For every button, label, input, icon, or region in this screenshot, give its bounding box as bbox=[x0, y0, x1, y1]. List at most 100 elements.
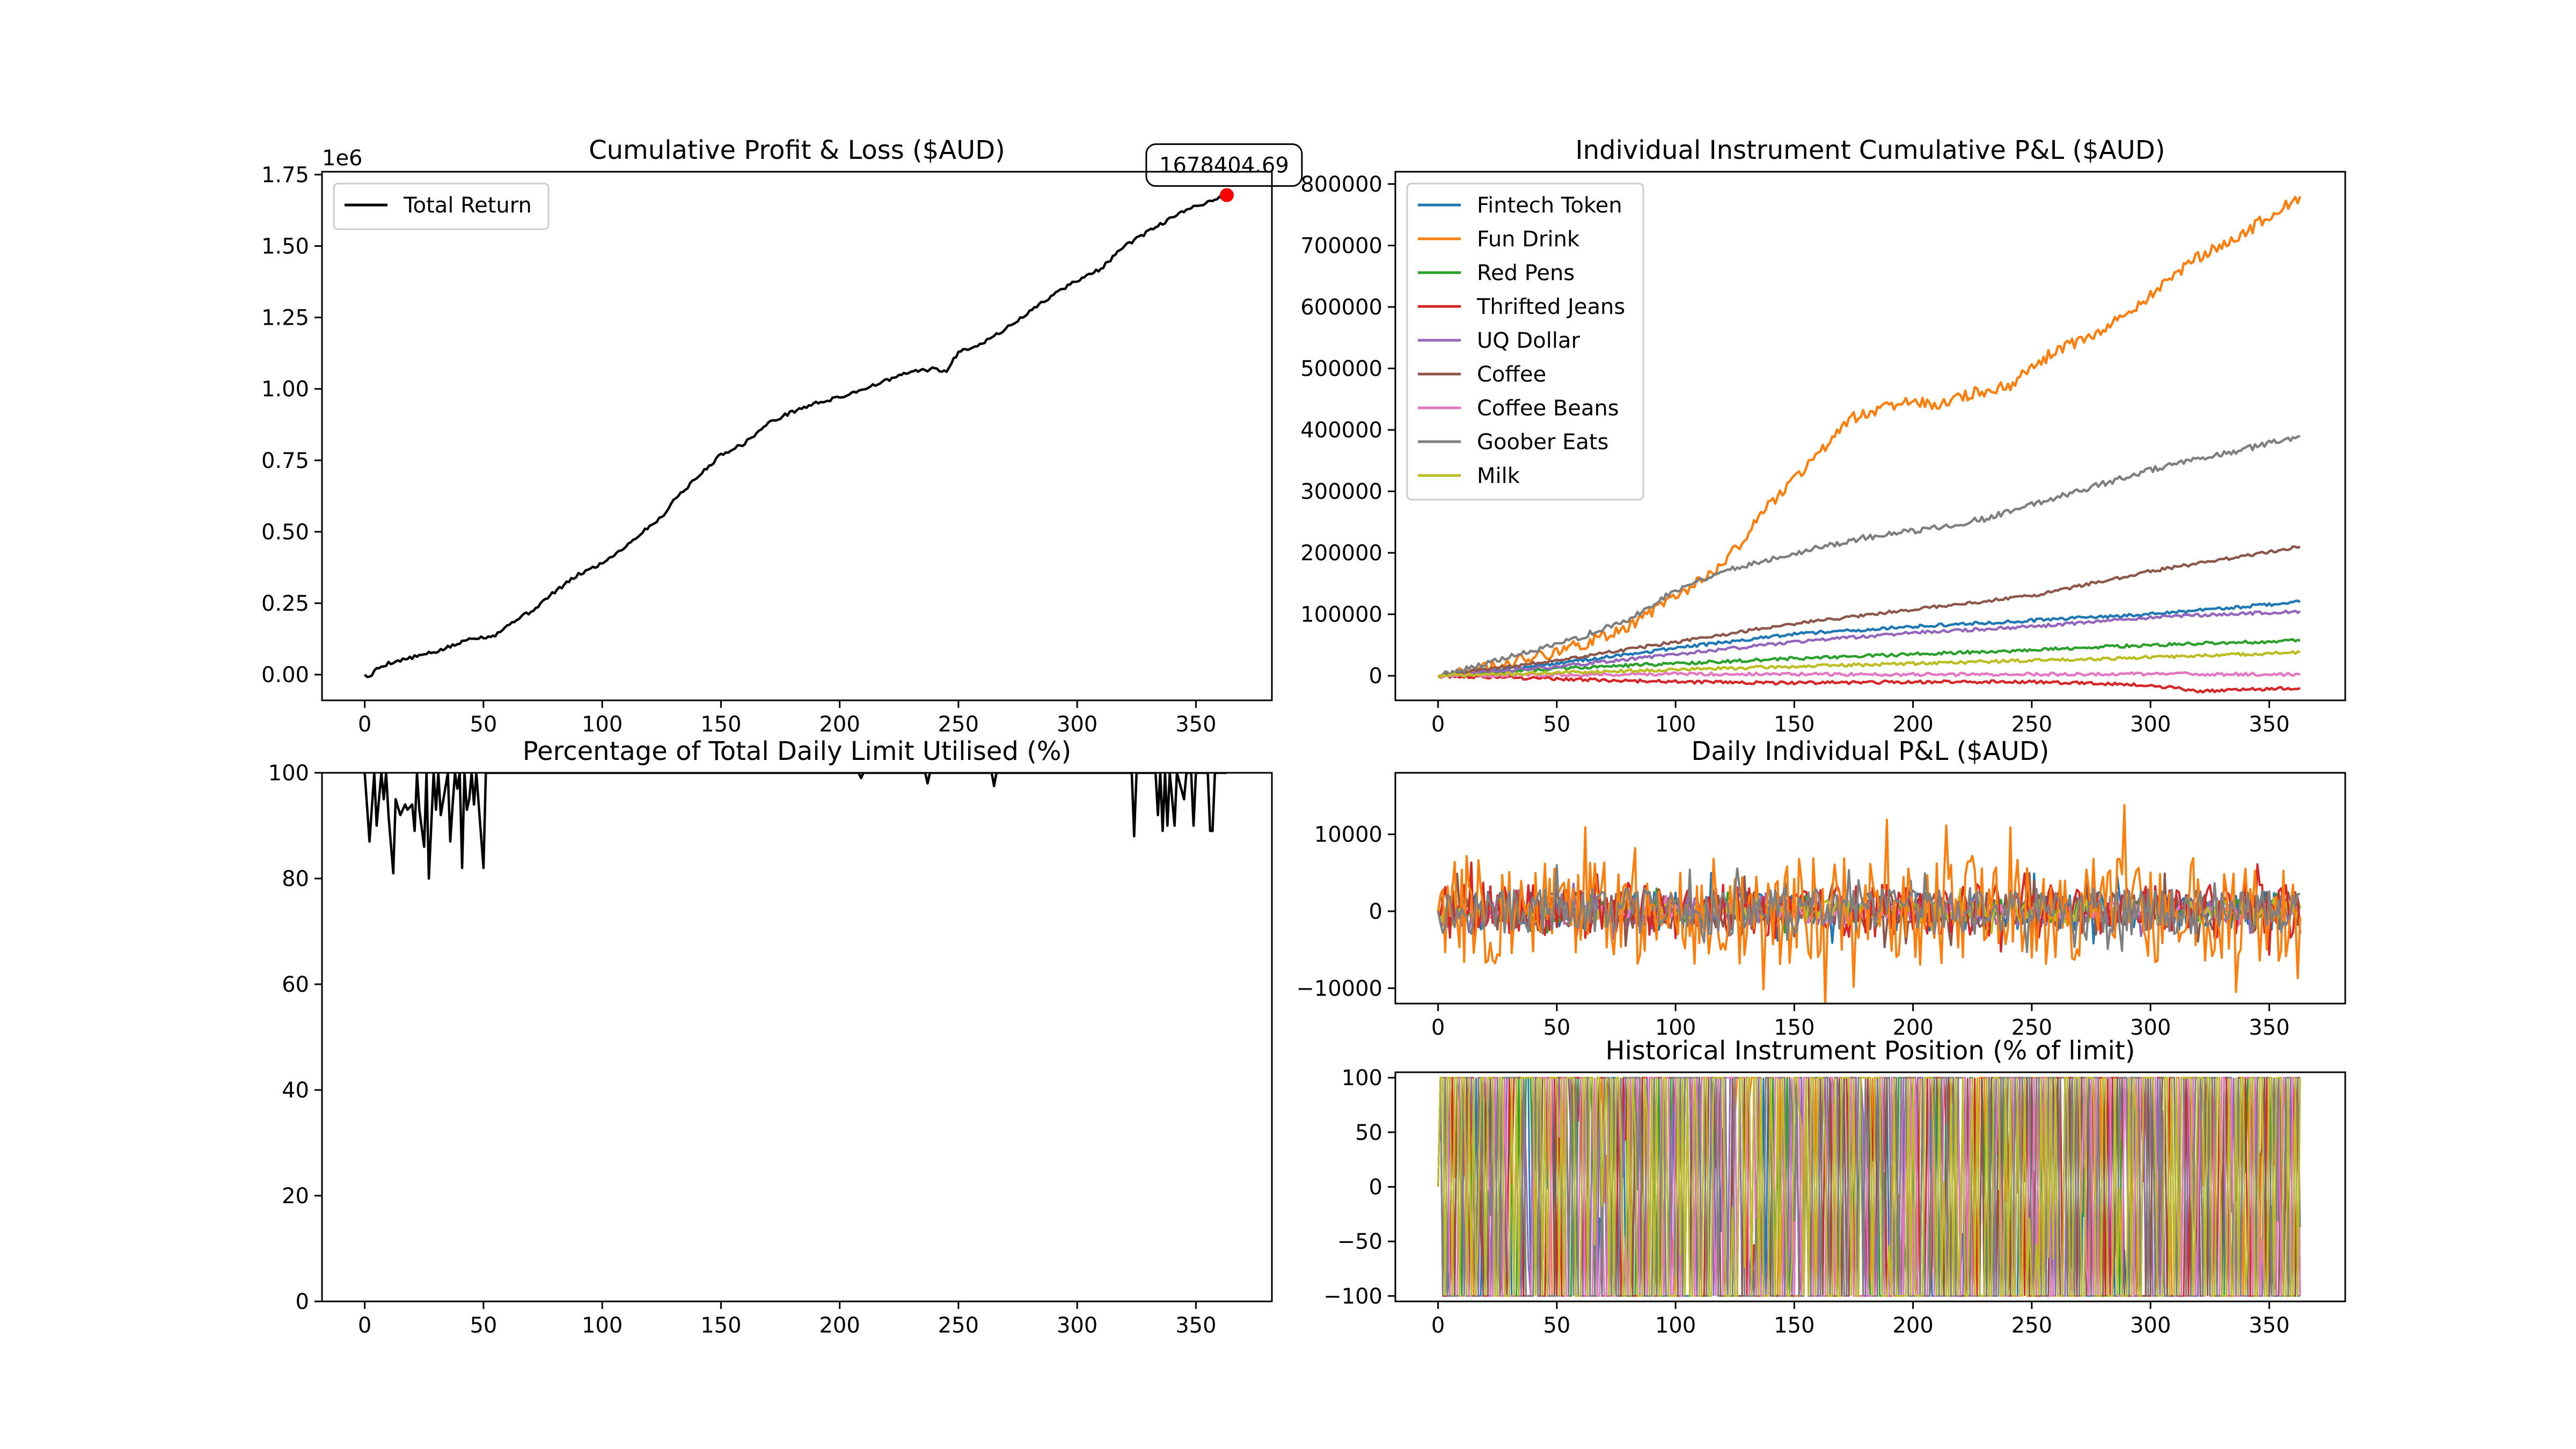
legend-label: Fintech Token bbox=[1477, 193, 1622, 218]
x-tick-label: 200 bbox=[1892, 1313, 1933, 1338]
series-line-coffee bbox=[1438, 545, 2301, 678]
pos-title: Historical Instrument Position (% of lim… bbox=[1605, 1036, 2135, 1066]
legend-label: Coffee Beans bbox=[1477, 396, 1619, 421]
x-tick-label: 50 bbox=[470, 712, 497, 737]
x-tick-label: 150 bbox=[1774, 712, 1814, 737]
y-tick-label: 0.75 bbox=[261, 449, 309, 473]
y-offset-label: 1e6 bbox=[322, 146, 363, 171]
x-tick-label: 150 bbox=[700, 1313, 741, 1338]
y-tick-label: 100 bbox=[1342, 1066, 1382, 1091]
y-tick-label: 700000 bbox=[1300, 233, 1382, 258]
y-tick-label: 200000 bbox=[1300, 541, 1382, 566]
x-tick-label: 0 bbox=[1431, 712, 1445, 737]
pos-axes: 0 50 100 150 200 250 300 350 −100 −50 0 50 100 Histor… bbox=[1323, 1036, 2289, 1338]
x-tick-label: 50 bbox=[1543, 1313, 1570, 1338]
series-line-total-return bbox=[364, 194, 1227, 678]
y-tick-label: 1.25 bbox=[261, 306, 309, 331]
legend-label: Fun Drink bbox=[1477, 227, 1580, 252]
pos-plot-area bbox=[1437, 1077, 2301, 1297]
cum-frame bbox=[321, 171, 1273, 701]
y-tick-label: 100 bbox=[268, 761, 309, 786]
y-tick-label: 600000 bbox=[1300, 295, 1382, 320]
y-tick-label: 20 bbox=[282, 1184, 309, 1209]
x-tick-label: 50 bbox=[1543, 712, 1570, 737]
series-line-utilisation bbox=[363, 773, 1227, 880]
util-title: Percentage of Total Daily Limit Utilised… bbox=[523, 736, 1071, 766]
x-tick-label: 100 bbox=[1655, 712, 1696, 737]
daily-line-goober-eats bbox=[1437, 864, 2301, 953]
legend-label: UQ Dollar bbox=[1477, 328, 1580, 353]
inst-plot-area bbox=[1437, 195, 2302, 694]
x-tick-label: 250 bbox=[938, 1313, 979, 1338]
y-tick-label: −10000 bbox=[1296, 976, 1382, 1001]
cum-plot-area bbox=[364, 194, 1227, 678]
annotation-text: 1678404.69 bbox=[1159, 153, 1289, 178]
legend-box bbox=[333, 182, 550, 230]
x-tick-label: 100 bbox=[582, 712, 623, 737]
y-tick-label: 0 bbox=[1369, 664, 1382, 689]
y-tick-label: 0 bbox=[1369, 1175, 1382, 1200]
series-line-coffee-beans bbox=[1438, 671, 2301, 678]
x-tick-label: 250 bbox=[2011, 1015, 2052, 1040]
series-line-uq-dollar bbox=[1438, 609, 2301, 678]
x-tick-label: 300 bbox=[2130, 1313, 2171, 1338]
series-line-red-pens bbox=[1438, 638, 2301, 678]
y-tick-label: 60 bbox=[282, 972, 309, 997]
inst-axes: 0 50 100 150 200 250 300 350 0 100000 200000 300000… bbox=[1300, 135, 2289, 737]
series-line-milk bbox=[1438, 650, 2301, 678]
daily-plot-area bbox=[1437, 804, 2301, 1004]
y-tick-label: 40 bbox=[282, 1078, 309, 1103]
x-tick-label: 200 bbox=[819, 712, 860, 737]
y-tick-label: −50 bbox=[1337, 1230, 1382, 1254]
x-tick-label: 0 bbox=[1431, 1313, 1445, 1338]
x-tick-label: 0 bbox=[358, 1313, 371, 1338]
x-tick-label: 0 bbox=[358, 712, 371, 737]
x-tick-label: 350 bbox=[2249, 1313, 2289, 1338]
annotation-box bbox=[1145, 143, 1303, 187]
x-tick-label: 350 bbox=[2249, 712, 2289, 737]
x-tick-label: 200 bbox=[819, 1313, 860, 1338]
y-tick-label: 400000 bbox=[1300, 418, 1382, 443]
y-tick-label: 100000 bbox=[1300, 603, 1382, 627]
x-tick-label: 0 bbox=[1431, 1015, 1445, 1040]
legend-label: Total Return bbox=[403, 193, 532, 218]
series-line-fun-drink bbox=[1437, 195, 2302, 679]
chart-layer: 0 50 100 150 200 250 300 3500.000.250.500.751.0… bbox=[261, 135, 2346, 1338]
legend-label: Goober Eats bbox=[1477, 430, 1608, 455]
x-tick-label: 150 bbox=[1774, 1313, 1814, 1338]
y-tick-label: 80 bbox=[282, 867, 309, 891]
legend-label: Coffee bbox=[1477, 362, 1546, 387]
x-tick-label: 150 bbox=[1774, 1015, 1814, 1040]
y-tick-label: 800000 bbox=[1300, 172, 1382, 197]
final-value-marker bbox=[1219, 188, 1234, 202]
legend-label: Milk bbox=[1477, 464, 1520, 488]
x-tick-label: 350 bbox=[1175, 1313, 1216, 1338]
series-line-fintech-token bbox=[1438, 599, 2301, 677]
y-tick-label: 1.00 bbox=[261, 377, 309, 402]
y-tick-label: 0.00 bbox=[261, 663, 309, 687]
x-tick-label: 350 bbox=[2249, 1015, 2289, 1040]
inst-title: Individual Instrument Cumulative P&L ($A… bbox=[1576, 135, 2165, 165]
inst-legend: Fintech Token Fun Drink Red Pens Thrifted J… bbox=[1406, 182, 1644, 501]
x-tick-label: 250 bbox=[2011, 712, 2052, 737]
y-tick-label: 0 bbox=[296, 1290, 309, 1314]
y-tick-label: 300000 bbox=[1300, 480, 1382, 504]
y-tick-label: −100 bbox=[1323, 1284, 1382, 1309]
series-line-goober-eats bbox=[1438, 435, 2301, 678]
y-tick-label: 1.50 bbox=[261, 234, 309, 259]
x-tick-label: 250 bbox=[2011, 1313, 2052, 1338]
y-tick-label: 0 bbox=[1369, 899, 1382, 924]
y-tick-label: 0.25 bbox=[261, 591, 309, 616]
x-tick-label: 200 bbox=[1892, 1015, 1933, 1040]
cum-legend: Total Return bbox=[333, 182, 550, 230]
inst-frame bbox=[1394, 171, 2346, 701]
y-tick-label: 500000 bbox=[1300, 357, 1382, 382]
daily-title: Daily Individual P&L ($AUD) bbox=[1691, 736, 2049, 766]
daily-frame bbox=[1394, 772, 2346, 1005]
x-tick-label: 50 bbox=[1543, 1015, 1570, 1040]
x-tick-label: 300 bbox=[1057, 712, 1097, 737]
x-tick-label: 300 bbox=[1057, 1313, 1097, 1338]
y-tick-label: 0.50 bbox=[261, 520, 309, 545]
legend-label: Red Pens bbox=[1477, 261, 1575, 286]
